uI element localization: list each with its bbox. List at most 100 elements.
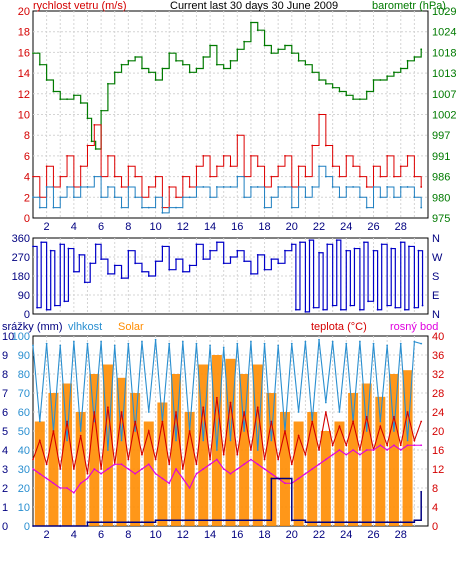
- barometer-point: [52, 90, 55, 93]
- wind_gust-point: [222, 155, 225, 157]
- direction-point: [53, 304, 56, 307]
- wind_gust-point: [32, 175, 34, 178]
- left-tick-label: 16: [18, 47, 30, 59]
- temperature-point: [209, 458, 211, 461]
- direction-point: [290, 243, 293, 246]
- wind_gust-point: [93, 123, 96, 126]
- direction-point: [349, 304, 352, 307]
- left-tick-label: 10: [18, 502, 30, 514]
- direction-point: [45, 308, 48, 311]
- solar-bar: [75, 412, 86, 526]
- humidity-point: [45, 342, 48, 345]
- rain-point: [250, 519, 252, 522]
- barometer-point: [352, 98, 354, 101]
- rain-point: [270, 477, 273, 480]
- dewpoint-point: [386, 449, 389, 451]
- direction-point: [113, 264, 116, 267]
- temperature-point: [141, 453, 143, 456]
- rain-point: [277, 477, 280, 480]
- x-tick-label: 6: [98, 529, 104, 541]
- wind_gust-point: [59, 175, 62, 178]
- barometer-point: [181, 63, 184, 66]
- wind_gust-point: [66, 155, 68, 157]
- barometer-point: [358, 98, 361, 101]
- solar-bar: [62, 383, 73, 526]
- direction-point: [141, 270, 143, 273]
- left-tick-label: 20: [18, 483, 30, 495]
- dewpoint-point: [284, 482, 286, 485]
- barometer-point: [113, 71, 116, 74]
- direction-point: [175, 258, 177, 261]
- wind_avg-point: [175, 206, 177, 209]
- wind_gust-point: [120, 186, 123, 188]
- barometer-point: [243, 40, 246, 43]
- temperature-point: [154, 458, 157, 461]
- barometer-point: [413, 56, 416, 58]
- dewpoint-point: [393, 444, 395, 447]
- wind_avg-point: [127, 186, 130, 188]
- direction-point: [345, 249, 348, 252]
- wind_avg-point: [113, 196, 116, 199]
- dewpoint-point: [358, 453, 361, 456]
- temperature-point: [32, 458, 34, 461]
- direction-point: [181, 270, 184, 273]
- humidity-point: [372, 342, 375, 345]
- left-tick-label: 0: [24, 213, 30, 225]
- barometer-point: [420, 48, 423, 51]
- temperature-point: [324, 411, 327, 413]
- rain-point: [154, 519, 157, 522]
- humidity-point: [365, 430, 368, 432]
- wind_avg-point: [38, 206, 41, 209]
- direction-point: [222, 262, 225, 265]
- direction-point: [372, 249, 375, 252]
- wind_avg-point: [358, 196, 361, 199]
- x-tick-label: 2: [44, 529, 50, 541]
- solar-bar: [361, 383, 372, 526]
- dewpoint-point: [338, 449, 341, 451]
- wind_avg-point: [393, 196, 395, 199]
- left-alt-tick-label: 6: [2, 407, 8, 419]
- wind_avg-point: [345, 186, 348, 188]
- dewpoint-point: [120, 463, 123, 466]
- direction-point: [67, 247, 70, 250]
- temperature-point: [358, 449, 361, 451]
- humidity-point: [297, 411, 300, 413]
- dewpoint-point: [372, 449, 375, 451]
- wind_gust-point: [113, 175, 116, 178]
- direction-point: [399, 241, 402, 244]
- left-tick-label: 50: [18, 426, 30, 438]
- wind_avg-point: [100, 196, 103, 199]
- rain-point: [32, 525, 34, 527]
- temperature-point: [352, 420, 354, 423]
- temperature-point: [127, 458, 130, 461]
- barometer-point: [222, 67, 225, 70]
- wind_avg-point: [297, 186, 300, 188]
- barometer-point: [90, 140, 93, 143]
- wind_avg-point: [399, 186, 402, 188]
- direction-point: [284, 249, 286, 252]
- barometer-point: [86, 117, 89, 120]
- barometer-point: [202, 56, 205, 58]
- dewpoint-point: [420, 444, 423, 447]
- barometer-point: [195, 67, 198, 70]
- dewpoint-point: [38, 472, 41, 475]
- wind_avg-point: [222, 186, 225, 188]
- rain-point: [236, 519, 239, 522]
- x-tick-label: 22: [313, 529, 325, 541]
- series-line-gust: [33, 114, 422, 209]
- direction-point: [339, 308, 342, 311]
- right-tick-label: 975: [432, 213, 450, 225]
- dewpoint-point: [202, 468, 205, 470]
- left-tick-label: 80: [18, 369, 30, 381]
- rain-point: [304, 521, 307, 524]
- temperature-point: [45, 463, 48, 466]
- wind_gust-point: [209, 175, 211, 178]
- wind_avg-point: [168, 206, 171, 209]
- direction-point: [168, 268, 171, 271]
- top-right-axis: 975 980 986 991 997 1002 1007 1013 1018 1024 1029: [432, 6, 456, 225]
- temperature-point: [256, 406, 259, 409]
- solar-bar: [48, 393, 59, 526]
- direction-point: [120, 277, 123, 280]
- dewpoint-point: [32, 468, 34, 470]
- solar-bar: [388, 374, 399, 526]
